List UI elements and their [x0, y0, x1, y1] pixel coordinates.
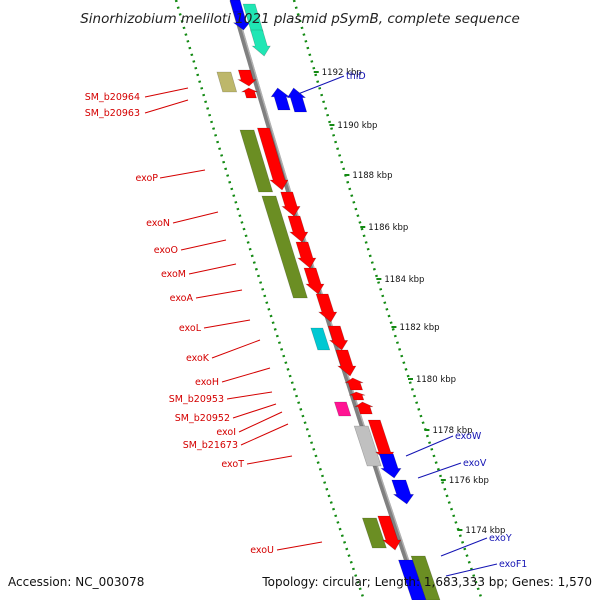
leader-line-left — [188, 263, 237, 275]
gene-exoN — [280, 191, 301, 217]
gene-exoN-block — [261, 195, 308, 299]
gene-SM_b20964 — [216, 71, 238, 93]
gene-SM_b20963-a — [236, 69, 257, 87]
gene-SM_b20952 — [349, 391, 366, 401]
label-leader-lines — [144, 75, 498, 577]
gene-exoK-cyan — [310, 327, 331, 351]
leader-line-left — [203, 319, 251, 329]
gene-label-left: exoA — [170, 293, 194, 304]
tick-label: 1184 kbp — [384, 275, 424, 285]
gene-label-left: SM_b20963 — [85, 108, 140, 119]
inner-dotted-ring — [174, 0, 366, 600]
gene-exoP — [239, 129, 274, 193]
gene-exoI-magenta — [333, 401, 352, 417]
gene-label-left: exoT — [221, 459, 244, 470]
leader-line-right — [417, 462, 462, 479]
leader-line-left — [232, 403, 277, 419]
leader-line-right — [297, 75, 345, 95]
gene-exoU-olive — [361, 517, 387, 549]
tick-label: 1174 kbp — [465, 526, 505, 536]
leader-line-left — [240, 423, 289, 446]
gene-teal — [242, 3, 264, 33]
gene-SM_b21673 — [353, 425, 382, 467]
leader-line-left — [144, 87, 189, 98]
gene-thiD — [270, 87, 291, 111]
gene-label-left: exoU — [250, 545, 274, 556]
leader-line-left — [180, 239, 227, 251]
leader-line-left — [172, 211, 219, 224]
gene-exoV — [391, 479, 415, 505]
gene-exoI — [353, 401, 374, 415]
gene-label-left: SM_b20952 — [175, 413, 230, 424]
tick-label: 1178 kbp — [432, 426, 472, 436]
gene-label-left: exoP — [135, 173, 158, 184]
accession-label: Accession: NC_003078 — [8, 575, 144, 589]
gene-label-right: exoW — [455, 431, 482, 442]
leader-line-left — [159, 169, 206, 179]
gene-label-left: exoN — [146, 218, 170, 229]
gene-exoP-red — [256, 127, 289, 191]
gene-label-left: exoL — [179, 323, 202, 334]
leader-line-right — [405, 435, 454, 457]
gene-features — [216, 0, 441, 600]
leader-line-left — [246, 455, 293, 465]
gene-exoH — [335, 349, 357, 377]
leader-line-right — [440, 537, 488, 557]
gene-label-right: exoY — [489, 533, 512, 544]
tick-label: 1176 kbp — [449, 476, 489, 486]
tick-labels: 1192 kbp 1190 kbp 1188 kbp 1186 kbp 1184 kbp… — [313, 68, 505, 536]
leader-line-left — [226, 391, 273, 400]
leader-line-left — [211, 339, 261, 359]
gene-blue-2 — [286, 87, 308, 113]
tick-label: 1180 kbp — [416, 375, 456, 385]
tick-label: 1188 kbp — [352, 171, 392, 181]
gene-exoO — [287, 215, 309, 243]
gene-exoA — [303, 267, 325, 295]
leader-line-left — [144, 99, 189, 114]
tick-label: 1190 kbp — [337, 121, 377, 131]
gene-SM_b20953 — [344, 377, 364, 391]
gene-label-left: exoH — [195, 377, 219, 388]
gene-label-left: exoO — [154, 245, 178, 256]
map-title: Sinorhizobium meliloti 1021 plasmid pSym… — [80, 11, 520, 27]
gene-label-left: SM_b20953 — [169, 394, 224, 405]
gene-label-right: exoF1 — [499, 559, 527, 570]
leader-line-left — [238, 411, 283, 433]
leader-line-right — [445, 563, 498, 577]
tick-label: 1186 kbp — [368, 223, 408, 233]
gene-labels: SM_b20964 SM_b20963 exoP exoN exoO exoM exoA ex… — [85, 71, 528, 570]
gene-teal-end — [250, 29, 271, 57]
leader-line-left — [221, 367, 271, 383]
gene-blue — [232, 11, 251, 31]
gene-exoU — [377, 515, 402, 551]
tick-label: 1182 kbp — [399, 323, 439, 333]
leader-line-left — [276, 541, 323, 551]
gene-exoF1 — [398, 559, 427, 600]
gene-label-right: exoV — [463, 458, 487, 469]
gene-label-left: SM_b20964 — [85, 92, 140, 103]
gene-exoK — [327, 325, 349, 351]
gene-label-left: exoM — [161, 269, 186, 280]
gene-label-left: exoK — [186, 353, 210, 364]
gene-label-right: thiD — [346, 71, 366, 82]
map-summary-label: Topology: circular; Length: 1,683,333 bp… — [261, 575, 592, 589]
gene-SM_b20963 — [240, 87, 258, 99]
gene-exoL — [315, 293, 338, 323]
gene-exoM — [295, 241, 317, 269]
leader-line-left — [195, 289, 243, 299]
tick-label: 1192 kbp — [322, 68, 362, 78]
gene-label-left: SM_b21673 — [183, 440, 238, 451]
gene-exoW — [378, 453, 402, 479]
gene-label-left: exoI — [216, 427, 236, 438]
